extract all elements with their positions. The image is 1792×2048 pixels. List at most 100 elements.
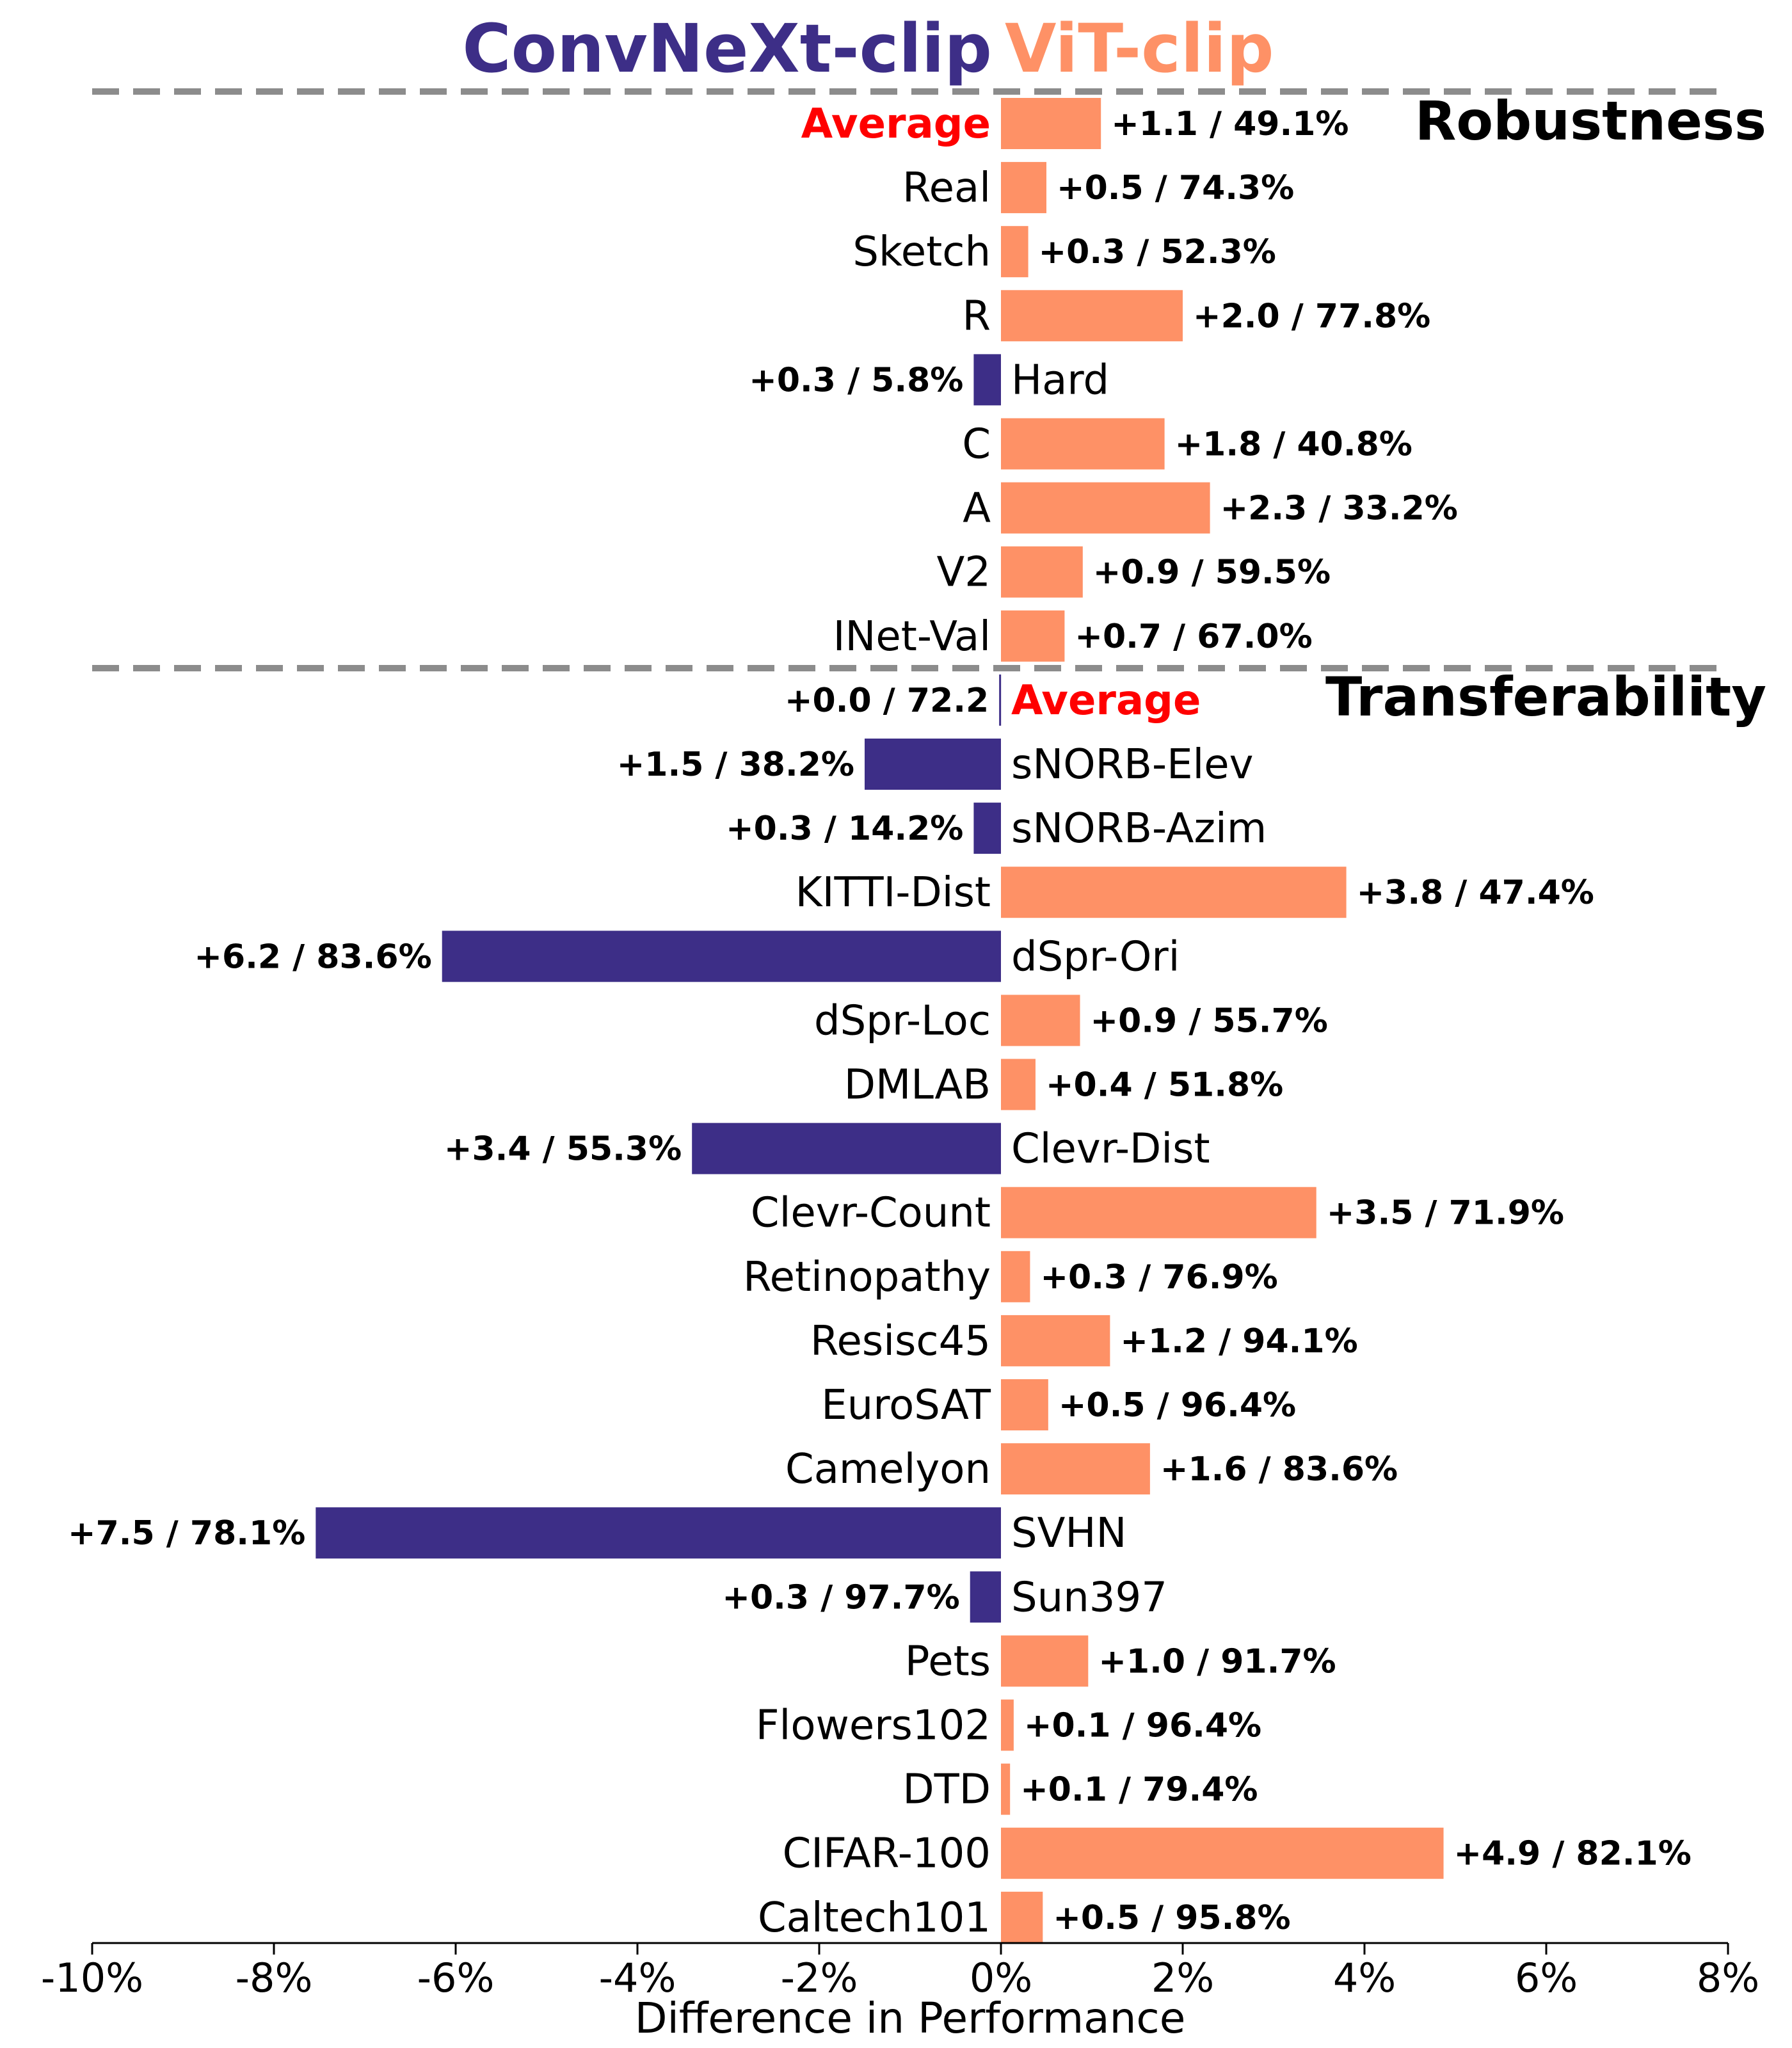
category-label: Clevr-Count [751,1190,991,1237]
data-label: +0.3 / 5.8% [749,361,963,399]
category-label: KITTI-Dist [796,869,991,916]
bar [1001,1699,1014,1751]
bar [1001,1827,1444,1879]
bar [1001,482,1210,534]
category-label: INet-Val [833,613,991,660]
bar [1001,1379,1048,1430]
category-label: sNORB-Azim [1011,805,1267,852]
data-label: +2.3 / 33.2% [1220,490,1458,528]
bar [1001,995,1080,1046]
data-label: +6.2 / 83.6% [194,938,431,976]
data-label: +2.0 / 77.8% [1193,297,1430,335]
category-label: Real [902,164,991,212]
x-tick-label: 4% [1333,1955,1396,2001]
category-label: Resisc45 [810,1318,991,1365]
bar [1001,1315,1110,1366]
bar [865,739,1001,790]
category-label: Sun397 [1011,1574,1167,1621]
category-label: Retinopathy [743,1254,991,1301]
data-label: +0.0 / 72.2 [785,682,989,720]
bar [970,1571,1001,1623]
category-label: CIFAR-100 [783,1830,991,1878]
bar [442,931,1001,982]
legend-convnext-label: ConvNeXt-clip [462,10,992,88]
x-tick-label: -10% [41,1955,143,2001]
category-label: V2 [937,549,991,596]
bar [1001,1763,1011,1815]
data-label: +0.1 / 96.4% [1024,1707,1261,1745]
data-label: +0.9 / 55.7% [1091,1002,1328,1040]
category-label: Camelyon [785,1446,991,1493]
bar [1001,290,1183,342]
data-label: +0.3 / 76.9% [1040,1258,1277,1297]
data-label: +0.3 / 52.3% [1039,233,1276,271]
bar [1001,162,1046,214]
data-label: +0.3 / 14.2% [726,810,963,848]
bar [692,1123,1001,1174]
category-label: Caltech101 [758,1894,991,1942]
data-label: +1.6 / 83.6% [1160,1450,1398,1489]
x-tick-label: 2% [1151,1955,1214,2001]
category-label: EuroSAT [821,1382,991,1429]
x-tick-label: -6% [417,1955,495,2001]
category-label: dSpr-Ori [1011,933,1180,980]
data-label: +0.5 / 74.3% [1057,169,1294,207]
bar [973,803,1001,854]
data-label: +7.5 / 78.1% [68,1514,305,1553]
data-label: +0.9 / 59.5% [1093,554,1331,592]
category-label: Average [801,100,991,148]
category-label: C [962,421,991,468]
data-label: +0.1 / 79.4% [1020,1771,1258,1809]
data-label: +1.5 / 38.2% [617,746,854,784]
category-label: Flowers102 [756,1702,991,1750]
data-label: +0.5 / 96.4% [1059,1386,1296,1425]
data-label: +0.5 / 95.8% [1053,1899,1290,1937]
data-label: +3.8 / 47.4% [1357,874,1594,912]
bar [1001,1891,1043,1943]
bar [1001,1635,1089,1687]
data-label: +1.2 / 94.1% [1120,1322,1357,1361]
x-tick-label: 6% [1515,1955,1578,2001]
bar [973,354,1001,406]
data-label: +0.7 / 67.0% [1075,618,1312,656]
bar [316,1507,1001,1559]
category-label: Average [1011,677,1201,724]
category-label: SVHN [1011,1510,1126,1557]
category-label: Clevr-Dist [1011,1126,1210,1173]
bar [1001,1059,1036,1110]
category-label: dSpr-Loc [814,997,991,1044]
section-label-robustness: Robustness [1415,90,1766,152]
x-tick-label: 8% [1697,1955,1759,2001]
data-label: +4.9 / 82.1% [1454,1835,1692,1873]
category-label: Sketch [852,228,991,276]
category-label: A [963,485,991,532]
section-label-transferability: Transferability [1325,666,1766,728]
bar [1001,226,1028,278]
bar [1001,1443,1150,1495]
bar [1001,418,1165,470]
data-label: +1.8 / 40.8% [1175,426,1412,464]
x-tick-label: 0% [970,1955,1032,2001]
bars-layer: Average +1.1 / 49.1% Real +0.5 / 74.3% Sketc… [68,98,1692,1943]
category-label: sNORB-Elev [1011,741,1254,788]
x-axis-ticks: -10% -8% -6% -4% -2% 0% 2% 4% 6% 8% [41,1943,1759,2001]
data-label: +3.4 / 55.3% [444,1130,682,1169]
category-label: DTD [902,1766,991,1814]
bar [1001,610,1065,662]
bar [1001,98,1101,149]
x-tick-label: -4% [599,1955,676,2001]
data-label: +1.1 / 49.1% [1111,105,1348,143]
category-label: R [963,292,991,340]
data-label: +0.4 / 51.8% [1046,1066,1283,1105]
bar [1001,1187,1316,1238]
legend-vit-label: ViT-clip [1005,10,1274,88]
x-tick-label: -8% [236,1955,313,2001]
category-label: DMLAB [844,1062,991,1109]
category-label: Pets [905,1638,991,1685]
bar [999,674,1002,726]
bar [1001,546,1083,598]
category-label: Hard [1011,356,1109,404]
bar [1001,867,1347,918]
data-label: +0.3 / 97.7% [722,1578,959,1617]
